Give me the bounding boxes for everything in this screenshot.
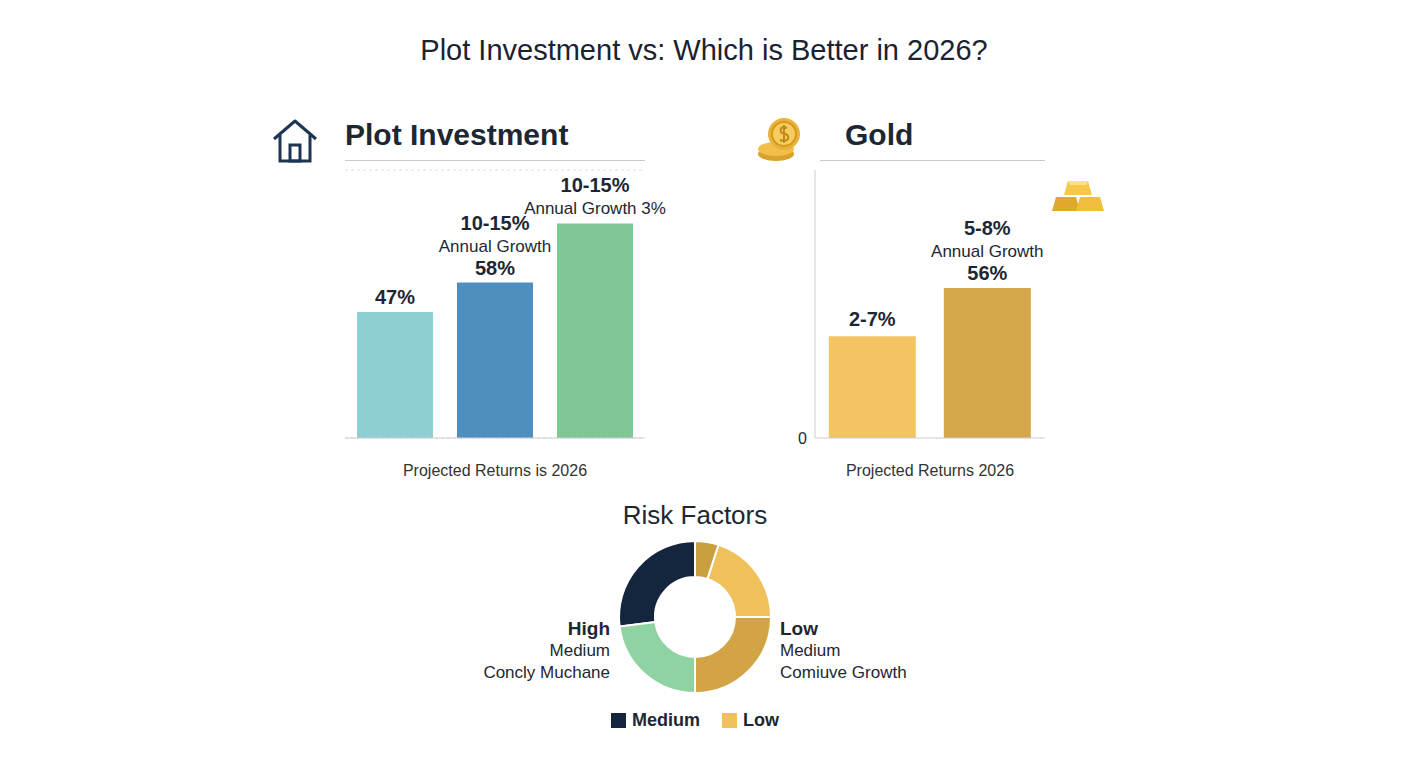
svg-text:58%: 58% — [475, 257, 515, 279]
html-text:High: High — [567, 618, 610, 639]
svg-text:10-15%: 10-15% — [461, 212, 530, 234]
svg-text:0: 0 — [798, 430, 807, 447]
svg-text:2-7%: 2-7% — [849, 308, 896, 330]
svg-text:5-8%: 5-8% — [964, 217, 1011, 239]
svg-text:56%: 56% — [967, 262, 1007, 284]
svg-text:Annual Growth: Annual Growth — [931, 242, 1043, 261]
svg-text:Projected Returns 2026: Projected Returns 2026 — [846, 462, 1014, 479]
html-text:Medium: Medium — [632, 710, 700, 730]
html-text:Plot Investment: Plot Investment — [345, 118, 569, 151]
html-text:Medium: Medium — [780, 641, 841, 660]
svg-text:Annual Growth 3%: Annual Growth 3% — [524, 199, 666, 218]
html-text:Comiuve Growth: Comiuve Growth — [780, 663, 907, 682]
html-text:Concly Muchane: Concly Muchane — [483, 663, 610, 682]
html-text:Plot Investment vs: Which is B: Plot Investment vs: Which is Better in 2… — [420, 34, 988, 66]
html-text:Medium: Medium — [549, 641, 610, 660]
svg-text:Annual Growth: Annual Growth — [439, 237, 551, 256]
html-text:Low: Low — [743, 710, 779, 730]
svg-text:10-15%: 10-15% — [561, 174, 630, 196]
svg-text:47%: 47% — [375, 286, 415, 308]
html-text:Low: Low — [780, 618, 818, 639]
svg-text:Projected Returns is 2026: Projected Returns is 2026 — [403, 462, 587, 479]
html-text:Risk Factors: Risk Factors — [622, 500, 768, 530]
html-text:Gold: Gold — [845, 118, 914, 151]
